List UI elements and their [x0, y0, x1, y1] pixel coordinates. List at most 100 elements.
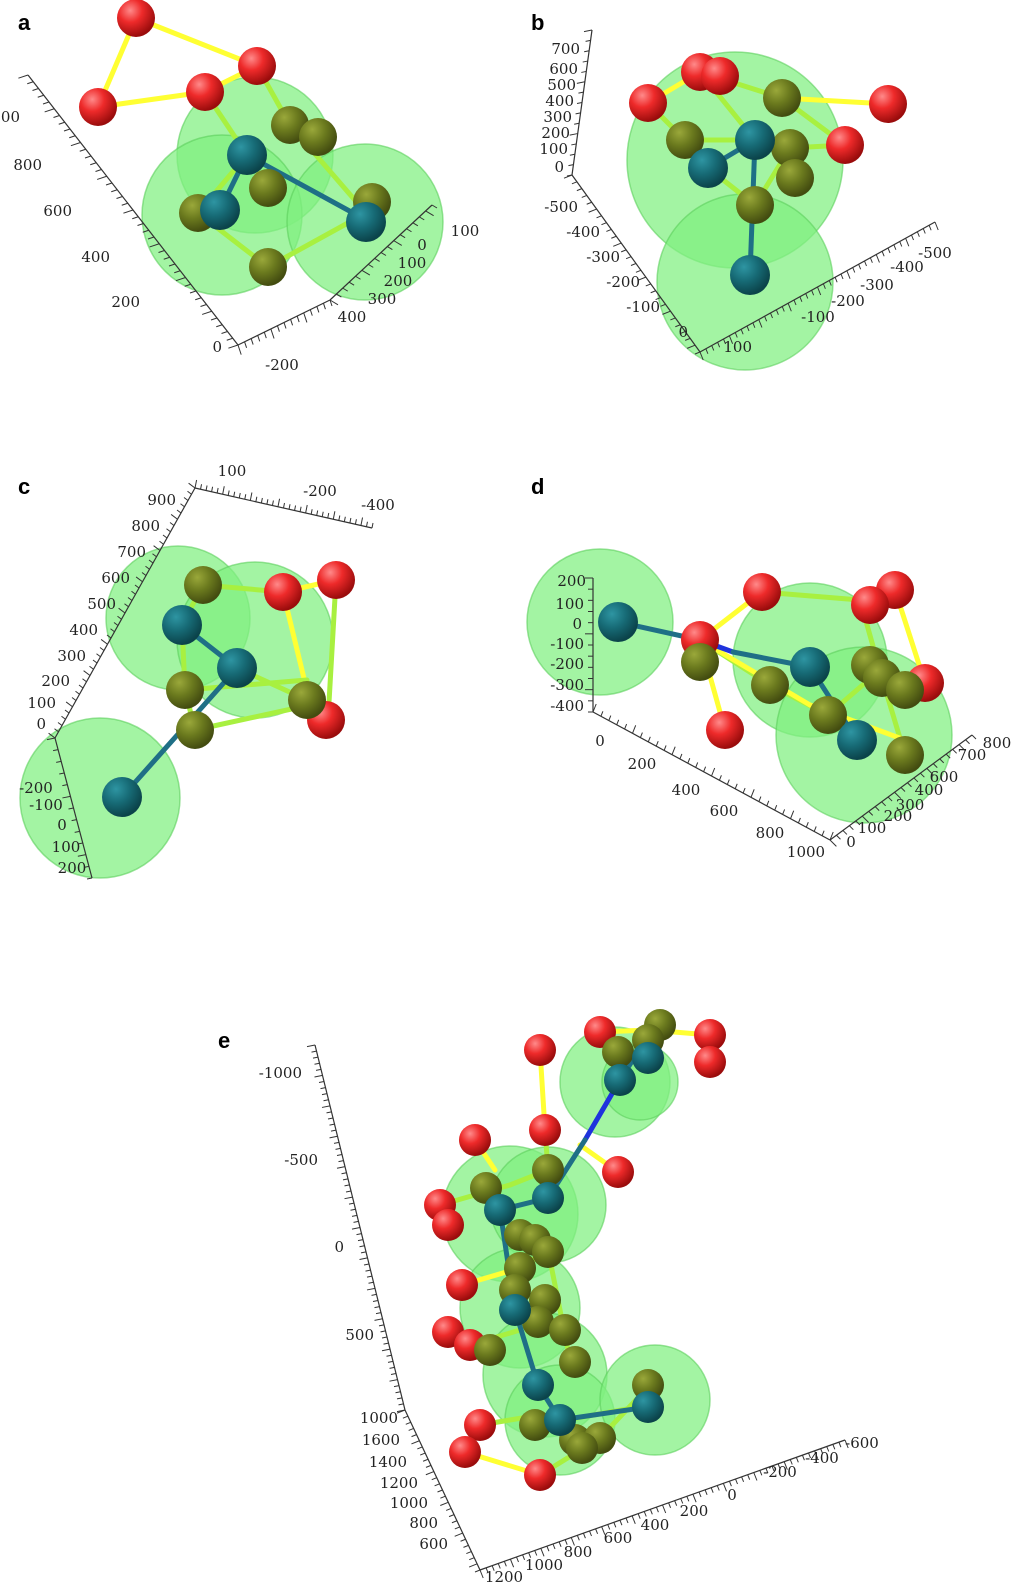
axis-tick [711, 345, 715, 351]
axis-tick-label: -500 [918, 244, 952, 262]
axis-tick [710, 1487, 714, 1493]
axis-tick [153, 545, 161, 551]
axis-tick [625, 1517, 629, 1524]
axis-tick [63, 128, 71, 132]
olive-node [666, 121, 704, 159]
axis-tick [56, 760, 62, 763]
axis-tick-label: -400 [566, 223, 600, 241]
axis-tick [174, 270, 181, 274]
axis-tick [175, 277, 186, 282]
axis-tick-label: 100 [858, 819, 887, 837]
axis-tick [568, 164, 574, 167]
red-node [826, 126, 864, 164]
axis-tick [575, 112, 581, 115]
axis-tick [660, 303, 666, 307]
axis-tick [852, 267, 856, 273]
teal-node [484, 1194, 516, 1226]
teal-node [544, 1404, 576, 1436]
axis-tick [315, 1068, 322, 1071]
red-node [529, 1114, 561, 1146]
axis-tick [558, 1541, 562, 1548]
axis-tick [663, 745, 667, 751]
axis-tick [753, 1472, 758, 1481]
axis-tick [314, 1074, 323, 1078]
axis-tick-label: 100 [723, 338, 752, 356]
axis-tick [637, 1513, 641, 1519]
axis-tick-label: -400 [361, 496, 395, 514]
axis-tick-label: 1200 [485, 1568, 523, 1584]
teal-node [532, 1182, 564, 1214]
axis-tick [965, 739, 970, 745]
axis-tick [351, 1214, 358, 1217]
axis-tick [228, 344, 239, 349]
axis-tick [118, 607, 126, 614]
axis-tick [601, 222, 607, 226]
axis-tick-label: -1000 [259, 1064, 302, 1082]
olive-node [886, 671, 924, 709]
axis-tick-label: 200 [680, 1502, 709, 1520]
axis-tick-label: 0 [57, 816, 67, 834]
axis-tick [329, 1123, 335, 1126]
axis-tick [62, 784, 68, 787]
axis-tick [357, 1239, 364, 1242]
axis-tick-label: 100 [555, 595, 584, 613]
olive-node [532, 1236, 564, 1268]
axis-tick-label: 0 [36, 715, 46, 733]
axis-tick [647, 736, 651, 743]
teal-node [632, 1042, 664, 1074]
axis-tick [795, 1457, 799, 1463]
axis-tick-label: 800 [756, 824, 785, 842]
red-node [446, 1269, 478, 1301]
axis-tick [303, 312, 308, 323]
axis-tick-label: 200 [58, 859, 87, 877]
axis-tick [135, 576, 143, 583]
axis-tick-label: 0 [678, 323, 688, 341]
axis-tick [913, 777, 919, 783]
axis-tick [728, 1480, 732, 1487]
red-node [694, 1046, 726, 1078]
axis-tick [341, 1172, 347, 1175]
axis-tick [375, 1312, 382, 1315]
axis-tick [336, 1166, 346, 1169]
teal-node [632, 1391, 664, 1423]
axis-tick-label: 0 [727, 1486, 737, 1504]
axis-tick-label: 700 [117, 543, 146, 561]
axis-tick [934, 221, 939, 231]
axis-tick [718, 775, 722, 781]
axis-tick [581, 70, 587, 73]
red-node [432, 1209, 464, 1241]
axis-tick [395, 1391, 401, 1394]
axis-tick [874, 806, 880, 811]
axis-tick [571, 143, 577, 146]
axis-tick [534, 1550, 538, 1556]
axis-tick [782, 809, 786, 815]
axis-tick [680, 1498, 684, 1504]
axis-tick [840, 273, 844, 280]
axis-tick [393, 240, 403, 246]
axis-tick-label: 800 [983, 734, 1012, 752]
bond [325, 577, 339, 723]
axis-tick [576, 1535, 580, 1541]
axis-tick [616, 719, 620, 725]
axis-tick [111, 189, 118, 193]
axis-tick [826, 1446, 830, 1452]
axis-tick [619, 1519, 623, 1526]
axis-tick [958, 744, 966, 752]
axis-tick-label: 300 [896, 796, 925, 814]
axis-tick [774, 804, 778, 811]
axis-tick [422, 1458, 429, 1462]
axis-tick [100, 639, 108, 645]
axis-tick [650, 290, 656, 294]
axis-tick [911, 234, 914, 241]
axis-tick [832, 1444, 836, 1450]
axis-tick-label: 200 [628, 755, 657, 773]
axis-tick [846, 270, 851, 279]
axis-tick [360, 517, 364, 526]
panel-label-e: e [218, 1028, 231, 1053]
axis-tick [321, 1105, 331, 1108]
axis-tick-label: 600 [43, 202, 72, 220]
axis-tick [283, 502, 285, 509]
axis-tick [70, 142, 81, 147]
axis-tick [356, 1233, 362, 1236]
axis-tick [201, 310, 212, 315]
